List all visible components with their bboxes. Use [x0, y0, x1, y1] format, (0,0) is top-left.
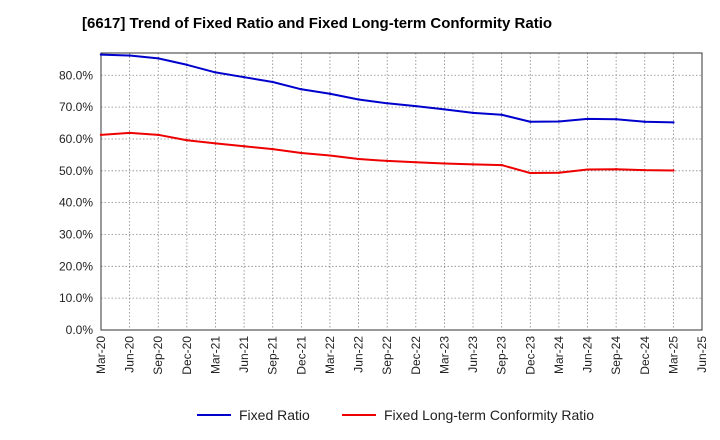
x-tick-label: Sep-21: [266, 336, 280, 375]
series-1-point: [185, 139, 189, 142]
series-0-point: [214, 71, 217, 74]
x-tick-label: Dec-24: [638, 336, 652, 375]
series-1-point: [557, 171, 561, 174]
x-tick-label: Jun-20: [123, 336, 137, 373]
x-tick-label: Mar-21: [208, 336, 222, 374]
x-tick-label: Jun-22: [352, 336, 366, 373]
series-0-point: [643, 120, 646, 123]
series-1-point: [471, 163, 475, 166]
x-axis-ticks: Mar-20 Jun-20 Sep-20 Dec-20 Mar-21 Jun-21 Sep-…: [94, 336, 709, 375]
plot-area-border: [100, 52, 703, 331]
x-tick-label: Jun-25: [695, 336, 709, 373]
series-1-point: [385, 159, 389, 163]
x-tick-label: Mar-25: [666, 336, 680, 374]
x-tick-label: Mar-23: [437, 336, 451, 374]
series-1-point: [271, 147, 274, 151]
series-1-point: [614, 168, 618, 171]
series-0-point: [586, 117, 589, 121]
series-0-point: [157, 57, 160, 60]
y-tick-label: 40.0%: [59, 196, 93, 210]
series-0-point: [300, 88, 303, 91]
x-tick-label: Jun-24: [581, 336, 595, 373]
legend-label: Fixed Long-term Conformity Ratio: [384, 407, 594, 423]
x-tick-label: Mar-24: [552, 336, 566, 374]
series-0-point: [529, 120, 532, 123]
series-1-point: [99, 133, 103, 137]
x-tick-label: Sep-23: [495, 336, 509, 375]
x-tick-label: Dec-21: [294, 336, 308, 375]
y-tick-label: 20.0%: [59, 259, 93, 273]
x-tick-label: Dec-22: [409, 336, 423, 375]
series-1-point: [643, 168, 646, 172]
y-tick-label: 30.0%: [59, 227, 93, 241]
y-tick-label: 60.0%: [59, 132, 93, 146]
series-0-point: [128, 54, 131, 57]
series-1-point: [214, 142, 217, 145]
series-0-point: [385, 102, 389, 105]
x-tick-label: Dec-23: [523, 336, 537, 375]
series-0-point: [185, 63, 189, 66]
x-tick-label: Dec-20: [180, 336, 194, 375]
x-tick-label: Mar-20: [94, 336, 108, 374]
series-1-point: [586, 168, 589, 171]
series-1-point: [157, 133, 160, 137]
x-tick-label: Sep-20: [151, 336, 165, 375]
grid-layer: [100, 52, 703, 331]
y-tick-label: 70.0%: [59, 100, 93, 114]
series-layer: [99, 53, 675, 175]
series-0-point: [271, 80, 274, 84]
series-0-point: [672, 121, 675, 124]
series-0-point: [471, 111, 475, 115]
series-0-point: [557, 120, 561, 123]
x-tick-label: Jun-21: [237, 336, 251, 373]
legend-label: Fixed Ratio: [239, 407, 310, 423]
y-axis-ticks: 0.0% 10.0% 20.0% 30.0% 40.0% 50.0% 60.0% 70.0% 8…: [59, 68, 93, 337]
series-0-point: [614, 118, 618, 121]
series-1-point: [443, 162, 446, 165]
series-1-point: [414, 161, 418, 164]
y-tick-label: 50.0%: [59, 164, 93, 178]
series-1-point: [128, 131, 131, 135]
y-tick-label: 10.0%: [59, 291, 93, 305]
series-1-point: [300, 151, 303, 155]
series-0-point: [414, 104, 418, 108]
series-1-point: [357, 157, 360, 161]
series-1-point: [328, 154, 332, 157]
series-0-point: [242, 75, 246, 79]
series-0-point: [357, 98, 360, 101]
series-1-point: [500, 163, 503, 167]
legend: Fixed Ratio Fixed Long-term Conformity Ra…: [197, 407, 594, 423]
series-1-point: [672, 169, 675, 172]
x-tick-label: Sep-24: [609, 336, 623, 375]
y-tick-label: 0.0%: [66, 323, 94, 337]
chart-title: [6617] Trend of Fixed Ratio and Fixed Lo…: [82, 15, 553, 32]
x-tick-label: Jun-23: [466, 336, 480, 373]
series-0-point: [328, 92, 332, 95]
y-tick-label: 80.0%: [59, 68, 93, 82]
x-tick-label: Sep-22: [380, 336, 394, 375]
series-0-point: [500, 113, 503, 116]
series-1-point: [529, 171, 532, 175]
x-tick-label: Mar-22: [323, 336, 337, 374]
series-0-point: [99, 53, 103, 56]
series-0-point: [443, 108, 446, 111]
series-1-point: [242, 145, 246, 148]
